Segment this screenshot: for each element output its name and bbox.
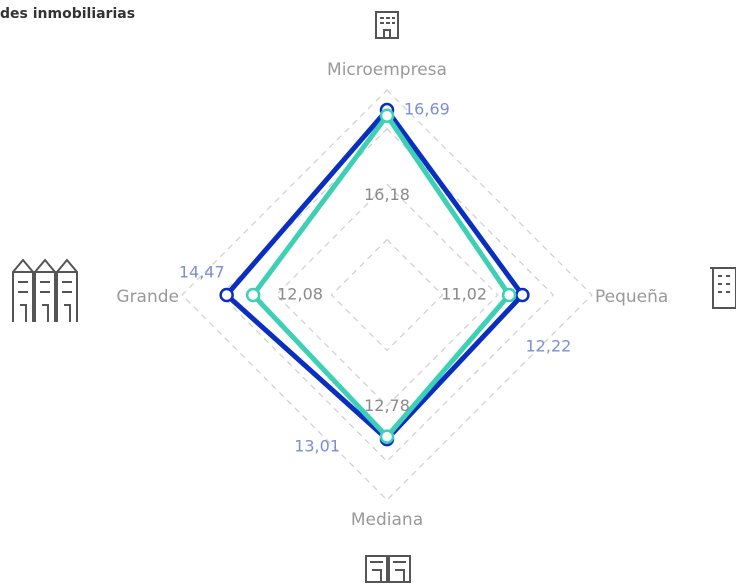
point [379,429,395,444]
grid-ring [330,238,444,352]
axis-label: Grande [116,287,179,307]
icon-micro [375,11,399,39]
value-label: 13,01 [294,437,340,456]
axis-label: Pequeña [595,287,668,307]
point [515,287,530,303]
icon-mediana [365,555,411,583]
point [501,287,517,303]
point [219,287,234,303]
icon-grande [12,258,78,322]
icon-pequena [710,267,736,309]
value-label: 12,78 [364,396,410,415]
value-label: 14,47 [179,263,225,282]
value-label: 16,69 [404,100,450,119]
value-label: 12,22 [526,337,572,356]
value-label: 11,02 [441,285,487,304]
axis-label: Microempresa [327,60,447,80]
grid-ring [275,183,499,407]
chart-title: des inmobiliarias [0,6,135,22]
value-label: 12,08 [277,285,323,304]
point [245,287,261,303]
axis-label: Mediana [351,510,423,530]
series-line [250,113,512,440]
value-label: 16,18 [364,185,410,204]
point [379,108,395,123]
